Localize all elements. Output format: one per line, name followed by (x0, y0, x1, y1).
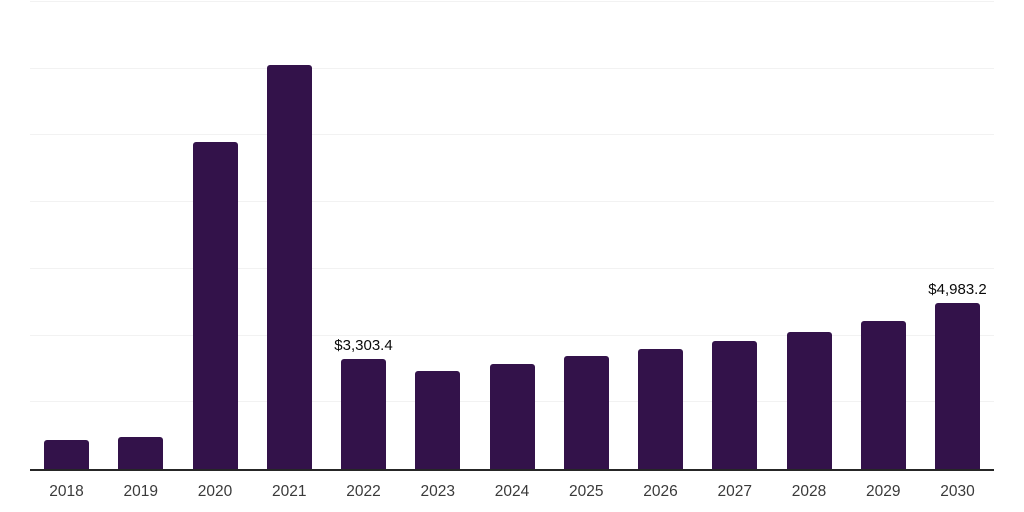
gridline-12000 (30, 67, 994, 69)
gridline-4000 (30, 334, 994, 336)
plot-area: $3,303.4 $4,983.2 (30, 1, 994, 471)
x-tick-2029: 2029 (866, 483, 901, 500)
x-tick-2020: 2020 (197, 483, 233, 500)
gridline-6000 (30, 267, 994, 269)
value-label-2022: $3,303.4 (334, 336, 393, 354)
bar-2020 (192, 142, 238, 469)
x-tick-2021: 2021 (272, 483, 307, 500)
x-tick-2028: 2028 (791, 483, 827, 500)
bar-2028 (786, 332, 832, 469)
bar-2026 (638, 349, 683, 469)
bar-2018 (44, 440, 89, 469)
gridline-14000 (30, 1, 994, 2)
gridline-8000 (30, 201, 994, 203)
bar-2025 (563, 356, 609, 469)
bar-2024 (489, 364, 535, 469)
bar-2021 (266, 65, 312, 469)
bar-2019 (118, 437, 164, 469)
x-tick-2025: 2025 (569, 483, 604, 500)
gridline-10000 (30, 134, 994, 136)
bar-2030 (935, 302, 980, 469)
x-tick-2027: 2027 (717, 483, 752, 500)
x-tick-2024: 2024 (494, 483, 530, 500)
x-tick-2030: 2030 (940, 483, 975, 500)
x-tick-2022: 2022 (346, 483, 381, 500)
value-label-2030: $4,983.2 (928, 280, 987, 298)
x-tick-2018: 2018 (49, 483, 84, 500)
x-tick-2019: 2019 (123, 483, 158, 500)
bar-2022 (341, 358, 386, 469)
bar-2027 (712, 340, 758, 469)
bar-2029 (860, 320, 906, 469)
x-tick-2026: 2026 (643, 483, 678, 500)
x-tick-2023: 2023 (420, 483, 455, 500)
bar-2023 (415, 371, 461, 469)
